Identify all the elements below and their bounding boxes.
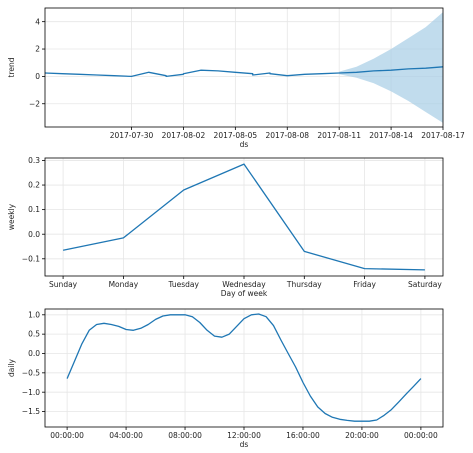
y-tick-label: −0.5 bbox=[22, 368, 40, 377]
x-tick-label: 2017-08-08 bbox=[265, 131, 309, 140]
y-tick-label: 0.5 bbox=[28, 330, 40, 339]
y-axis-label: weekly bbox=[7, 203, 16, 230]
x-axis-label: ds bbox=[240, 440, 249, 449]
x-tick-label: 2017-08-02 bbox=[162, 131, 206, 140]
x-tick-label: Tuesday bbox=[167, 280, 199, 289]
y-tick-label: −1.0 bbox=[22, 388, 40, 397]
x-tick-label: Sunday bbox=[49, 280, 78, 289]
series-line bbox=[66, 313, 422, 422]
y-tick-label: 0 bbox=[35, 72, 40, 81]
series-line bbox=[44, 66, 444, 78]
x-tick-label: 20:00:00 bbox=[345, 431, 379, 440]
trend-panel: −2 0 2 4 2017-07-30 2017-08-02 2017-08-05 2017-… bbox=[7, 7, 465, 149]
weekly-panel: −0.1 0.0 0.1 0.2 0.3 Sunday Monday Tuesday Wedne… bbox=[7, 156, 444, 298]
uncertainty-band bbox=[339, 12, 443, 123]
x-tick-label: 2017-08-11 bbox=[317, 131, 361, 140]
y-tick-label: −1.5 bbox=[22, 407, 40, 416]
x-tick-label: 00:00:00 bbox=[50, 431, 84, 440]
x-axis-label: ds bbox=[240, 140, 249, 149]
x-tick-label: Saturday bbox=[408, 280, 442, 289]
x-tick-label: Monday bbox=[109, 280, 139, 289]
y-tick-label: −0.1 bbox=[22, 254, 40, 263]
x-tick-label: 2017-08-17 bbox=[421, 131, 465, 140]
x-tick-label: 16:00:00 bbox=[286, 431, 320, 440]
x-axis-label: Day of week bbox=[221, 289, 268, 298]
y-tick-label: 4 bbox=[35, 17, 40, 26]
y-axis-label: trend bbox=[7, 57, 16, 77]
y-tick-label: 0.2 bbox=[28, 181, 40, 190]
y-tick-label: 1.0 bbox=[28, 310, 40, 319]
x-tick-label: 04:00:00 bbox=[109, 431, 143, 440]
y-tick-label: 0.0 bbox=[28, 230, 40, 239]
x-tick-label: 2017-08-05 bbox=[214, 131, 258, 140]
y-tick-label: −2 bbox=[29, 99, 40, 108]
axes-frame bbox=[44, 7, 444, 128]
x-tick-label: 08:00:00 bbox=[168, 431, 202, 440]
x-tick-label: 00:00:00 bbox=[404, 431, 438, 440]
x-tick-label: Wednesday bbox=[222, 280, 266, 289]
x-tick-label: 2017-08-14 bbox=[369, 131, 413, 140]
x-tick-label: 2017-07-30 bbox=[110, 131, 154, 140]
x-tick-label: Friday bbox=[353, 280, 376, 289]
daily-panel: −1.5 −1.0 −0.5 0.0 0.5 1.0 00:00:00 04:00:00 08:… bbox=[7, 308, 444, 449]
y-tick-label: 0.0 bbox=[28, 349, 40, 358]
x-tick-label: Thursday bbox=[286, 280, 322, 289]
y-axis-label: daily bbox=[7, 358, 16, 377]
series-line bbox=[62, 163, 425, 271]
y-tick-label: 0.1 bbox=[28, 205, 40, 214]
y-tick-label: 2 bbox=[35, 45, 40, 54]
x-tick-label: 12:00:00 bbox=[227, 431, 261, 440]
y-tick-label: 0.3 bbox=[28, 156, 40, 165]
